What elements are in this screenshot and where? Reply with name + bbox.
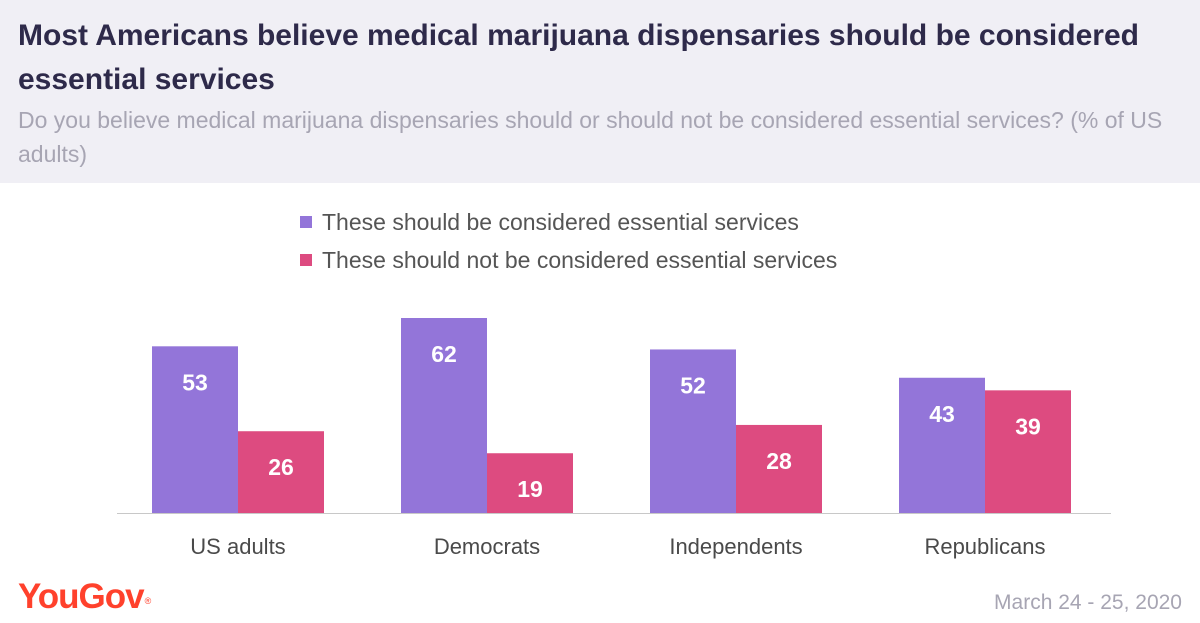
data-label-1-0: 62 <box>431 341 457 367</box>
x-tick-label-3: Republicans <box>924 534 1045 559</box>
x-tick-label-2: Independents <box>669 534 802 559</box>
legend-swatch-0 <box>300 216 312 228</box>
data-label-3-1: 39 <box>1015 413 1041 439</box>
bar-1-0 <box>401 318 487 513</box>
bar-1-1 <box>487 453 573 513</box>
trademark-symbol: ® <box>144 596 152 606</box>
bar-2-0 <box>650 349 736 513</box>
data-label-0-0: 53 <box>182 369 208 395</box>
data-label-1-1: 19 <box>517 476 543 502</box>
legend-label-0: These should be considered essential ser… <box>322 209 799 235</box>
x-tick-label-0: US adults <box>190 534 285 559</box>
data-label-0-1: 26 <box>268 454 294 480</box>
survey-date: March 24 - 25, 2020 <box>994 591 1182 614</box>
bar-0-1 <box>238 431 324 513</box>
x-tick-label-1: Democrats <box>434 534 540 559</box>
data-label-2-0: 52 <box>680 372 706 398</box>
bar-3-1 <box>985 390 1071 513</box>
bar-2-1 <box>736 424 822 513</box>
legend-label-1: These should not be considered essential… <box>322 247 837 273</box>
legend-swatch-1 <box>300 254 312 266</box>
data-label-3-0: 43 <box>929 401 955 427</box>
yougov-logo: YouGov® <box>18 577 152 617</box>
data-label-2-1: 28 <box>766 448 792 474</box>
bar-3-0 <box>899 377 985 513</box>
chart-header: Most Americans believe medical marijuana… <box>0 0 1200 183</box>
chart-title: Most Americans believe medical marijuana… <box>18 19 1139 96</box>
chart-subtitle: Do you believe medical marijuana dispens… <box>18 107 1163 167</box>
bar-0-0 <box>152 346 238 513</box>
brand-name: YouGov <box>18 577 145 616</box>
